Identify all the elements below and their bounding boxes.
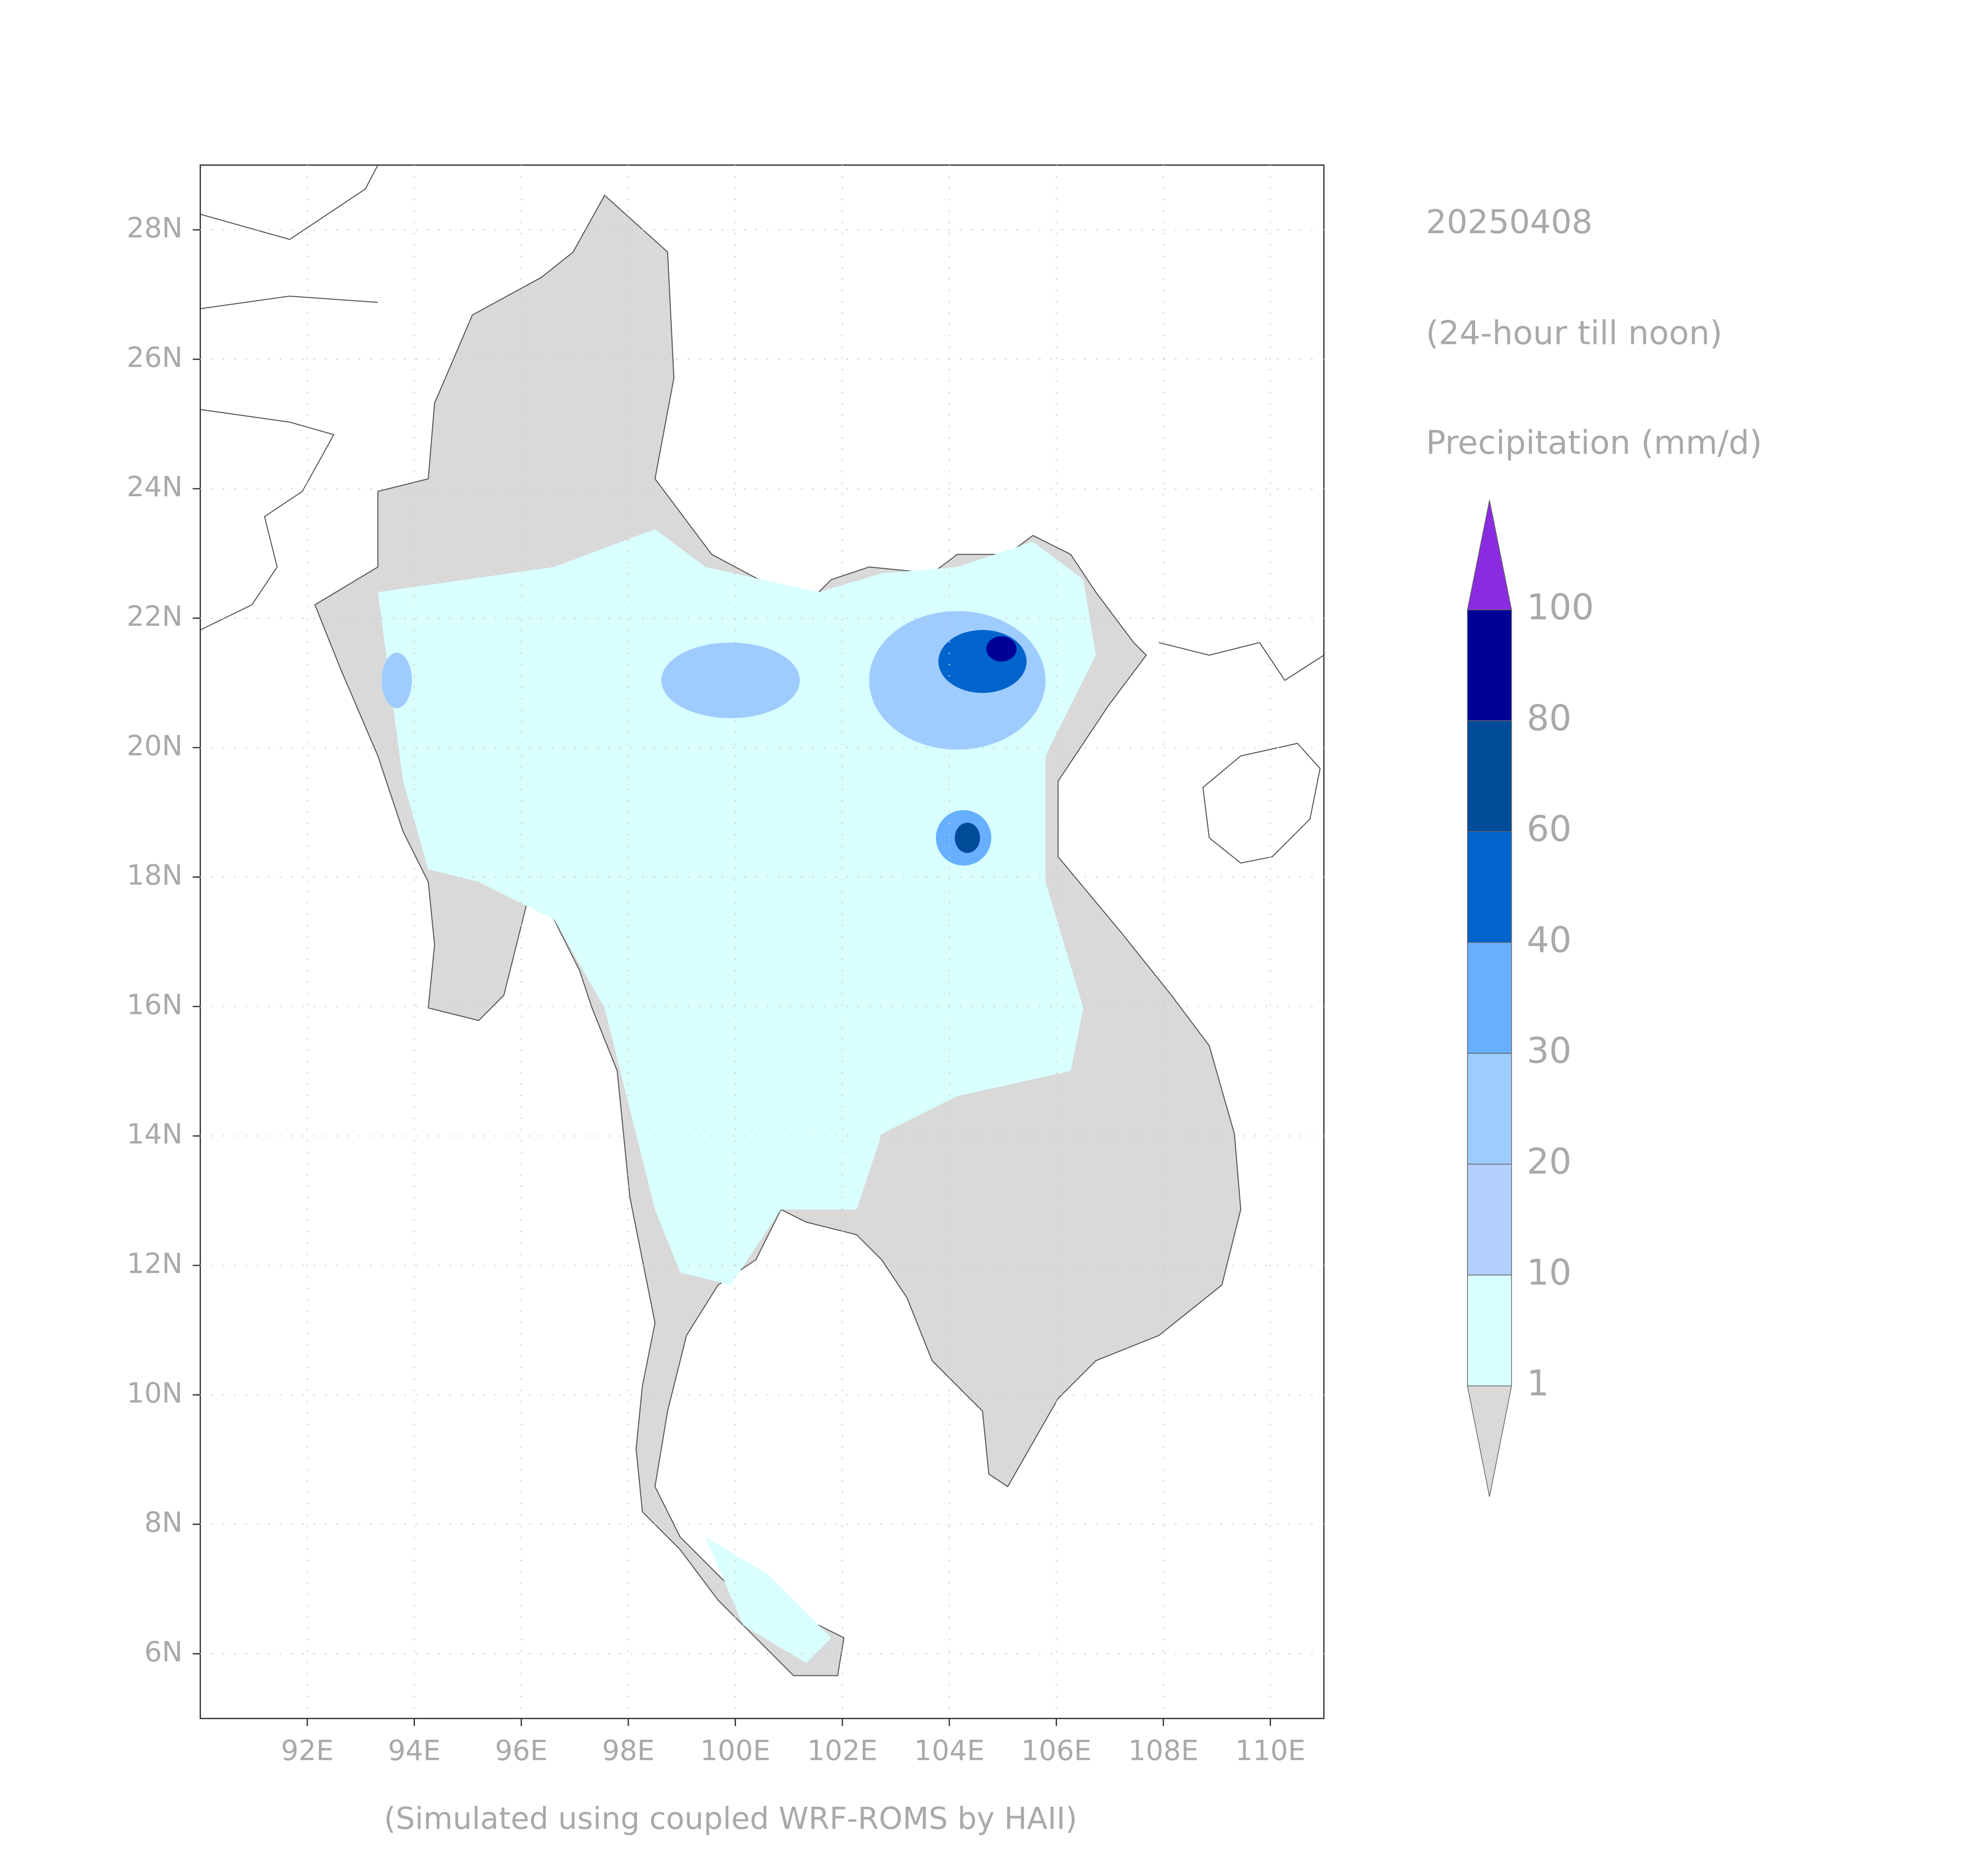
hainan (1202, 742, 1321, 864)
colorbar-label: 10 (1526, 1252, 1572, 1293)
colorbar-segment (1467, 609, 1512, 721)
y-tick-label: 6N (144, 1635, 183, 1668)
y-tick-label: 26N (127, 341, 183, 373)
colorbar-segment (1467, 1274, 1512, 1386)
rain-heavy (954, 822, 980, 853)
colorbar-label: 60 (1526, 808, 1572, 850)
footer: (Simulated using coupled WRF-ROMS by HAI… (384, 1801, 1077, 1836)
colorbar-segment (1467, 720, 1512, 832)
colorbar-segment (1467, 942, 1512, 1054)
colorbar-label: 30 (1526, 1030, 1572, 1072)
colorbar-segment (1467, 1053, 1512, 1165)
colorbar-under (1467, 1385, 1512, 1497)
rain-moderate (381, 653, 412, 708)
x-tick-label: 100E (700, 1734, 771, 1767)
x-tick-label: 106E (1021, 1734, 1092, 1767)
colorbar-over (1467, 500, 1512, 611)
colorbar-label: 1 (1526, 1363, 1549, 1404)
coastline-north (200, 165, 1324, 681)
y-tick-label: 12N (127, 1247, 183, 1280)
colorbar-label: 40 (1526, 919, 1572, 960)
land (200, 165, 1324, 1676)
rain-light-south (705, 1537, 832, 1663)
x-tick-label: 108E (1128, 1734, 1199, 1767)
y-tick-label: 20N (127, 729, 183, 762)
y-tick-label: 14N (127, 1118, 183, 1150)
rain-heavy (938, 630, 1027, 693)
x-tick-label: 94E (388, 1734, 441, 1767)
y-tick-label: 8N (144, 1506, 183, 1539)
x-tick-label: 98E (602, 1734, 655, 1767)
y-tick-label: 28N (127, 212, 183, 244)
x-tick-label: 92E (281, 1734, 334, 1767)
map-frame (200, 164, 1325, 1719)
rain-moderate (661, 642, 800, 718)
y-tick-label: 24N (127, 470, 183, 503)
colorbar-label: 100 (1526, 587, 1594, 628)
colorbar-label: 20 (1526, 1141, 1572, 1182)
x-tick-label: 102E (807, 1734, 878, 1767)
colorbar-segment (1467, 831, 1512, 943)
y-tick-label: 10N (127, 1377, 183, 1409)
x-tick-label: 96E (495, 1734, 548, 1767)
x-tick-label: 110E (1235, 1734, 1306, 1767)
x-tick-label: 104E (914, 1734, 985, 1767)
variable-title: Precipitation (mm/d) (1426, 424, 1762, 462)
y-tick-label: 18N (127, 859, 183, 892)
rain-heavy (986, 636, 1017, 662)
colorbar-label: 80 (1526, 698, 1572, 739)
y-tick-label: 16N (127, 988, 183, 1021)
y-tick-label: 22N (127, 600, 183, 632)
date-title: 20250408 (1426, 203, 1593, 241)
colorbar-segment (1467, 1164, 1512, 1276)
subtitle: (24-hour till noon) (1426, 314, 1723, 352)
